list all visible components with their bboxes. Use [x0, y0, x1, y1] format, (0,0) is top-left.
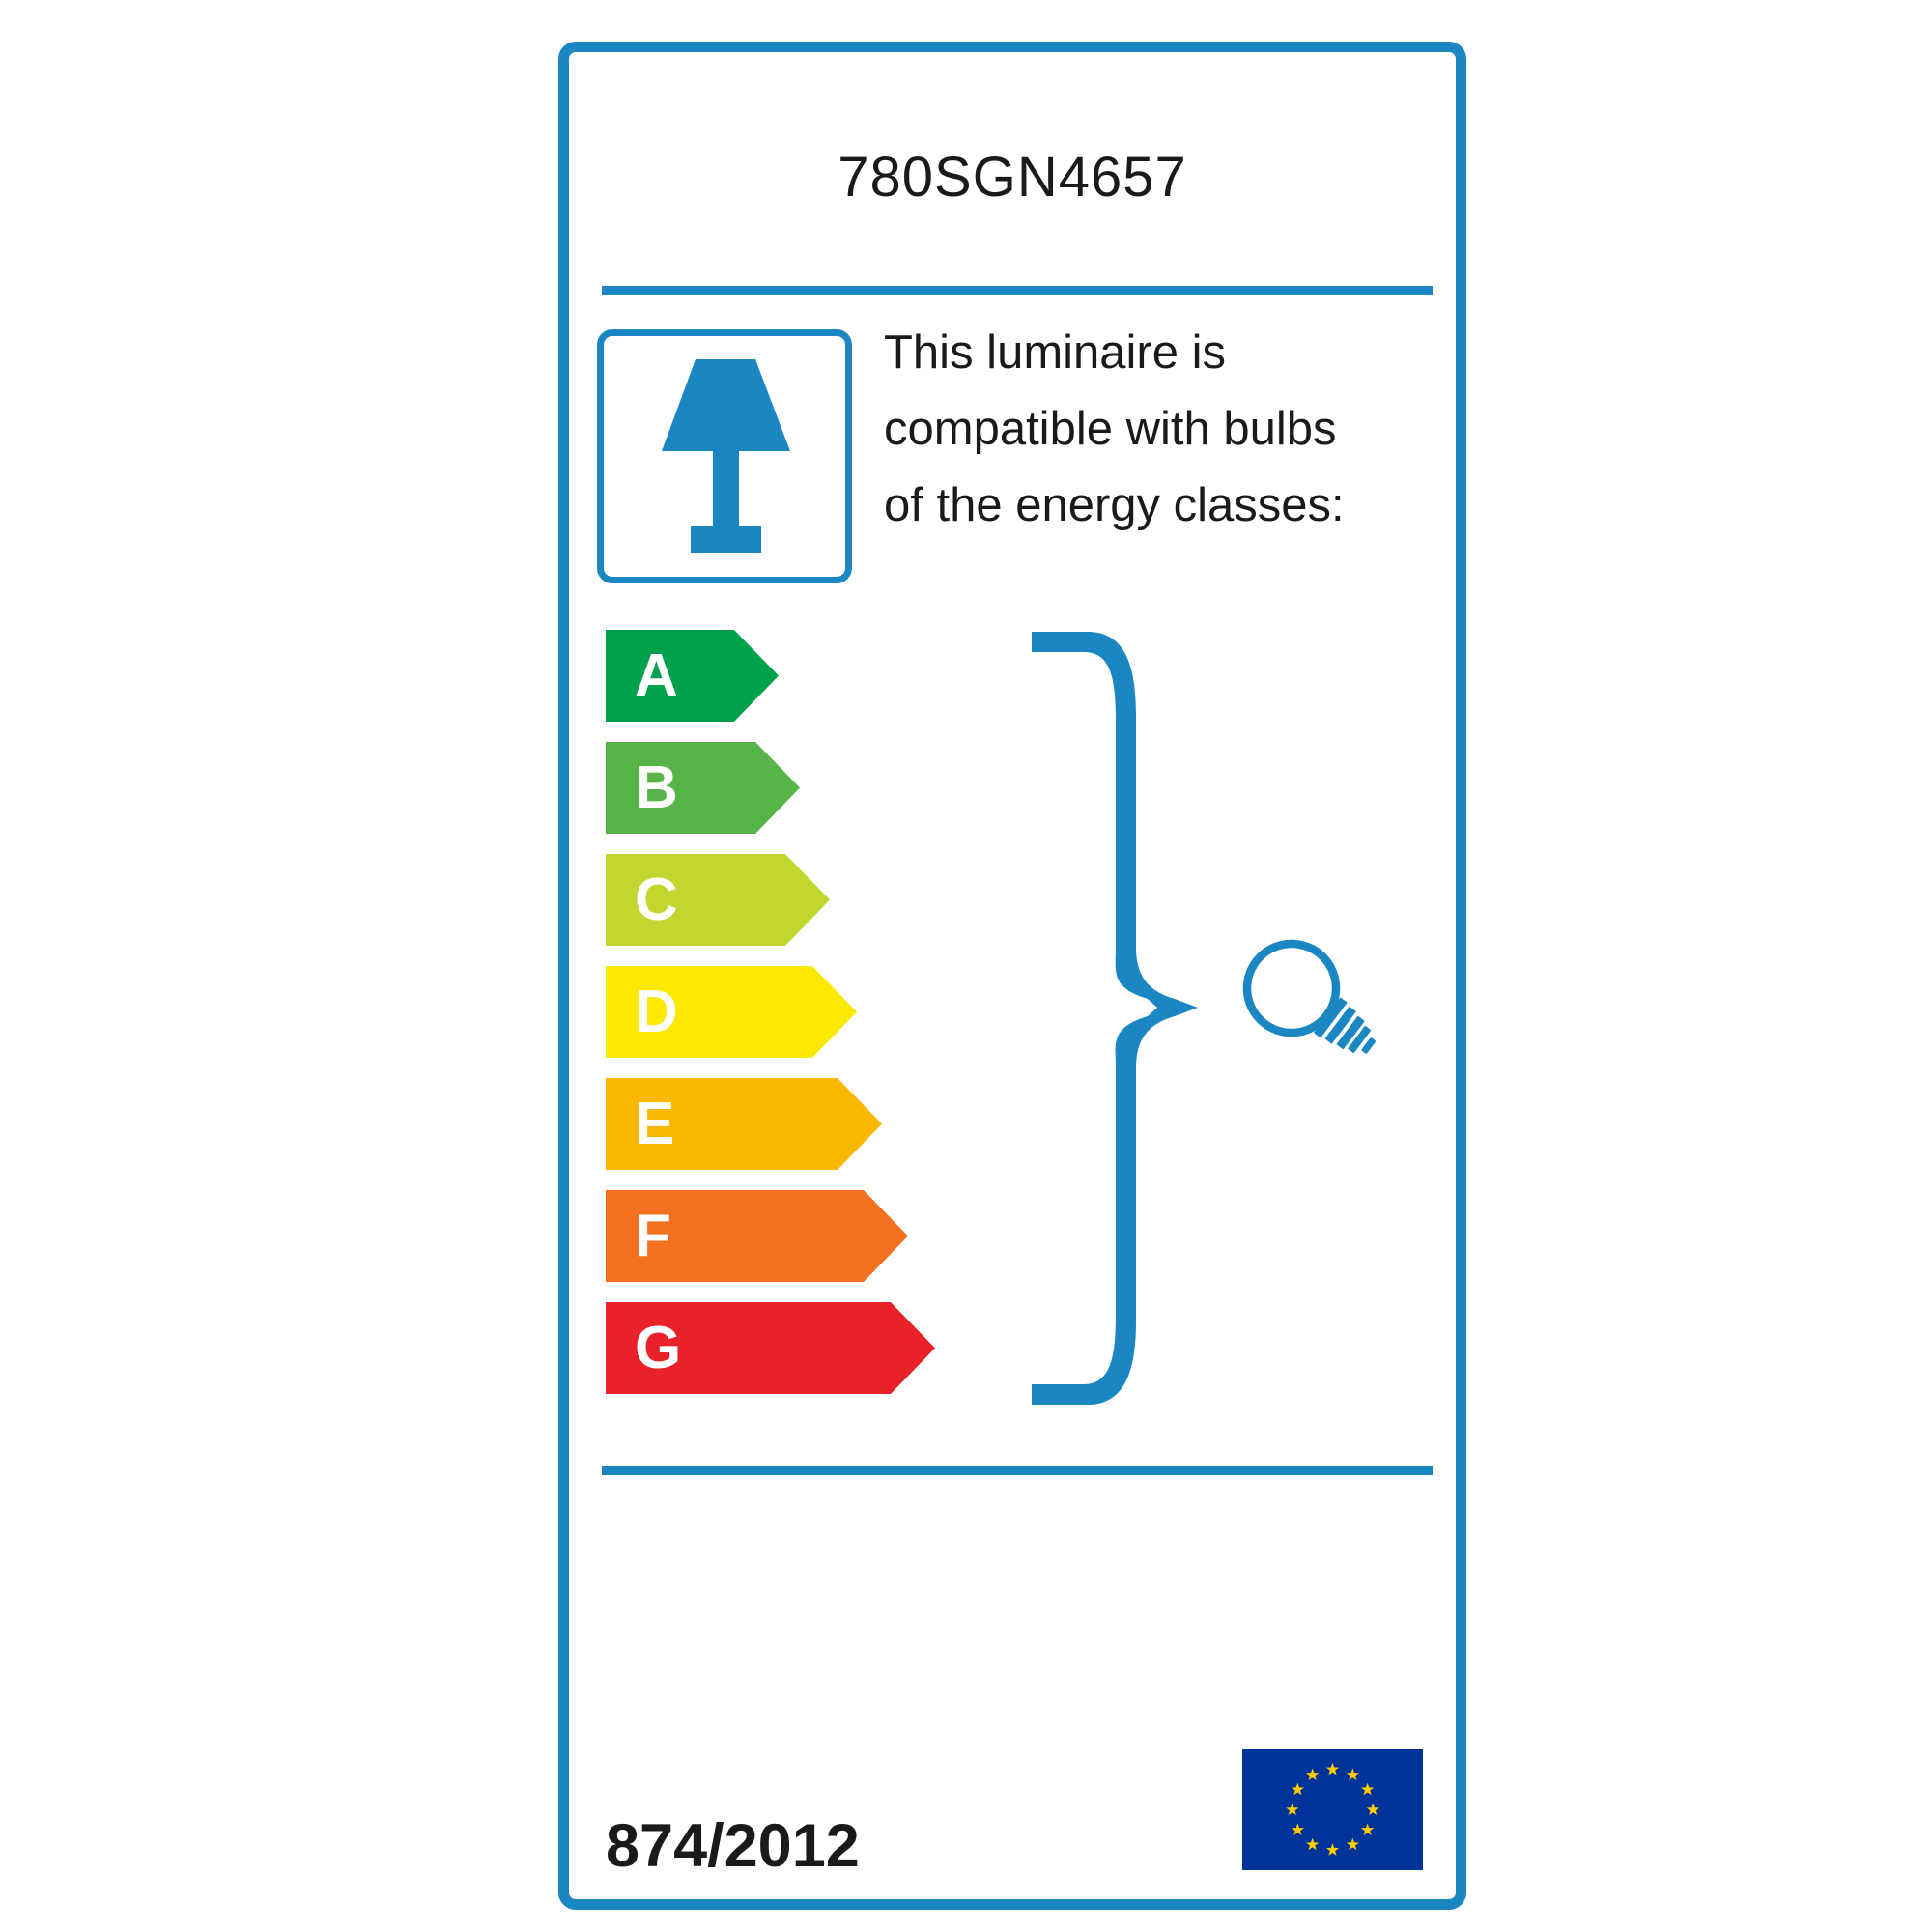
- light-bulb-icon: [1242, 939, 1376, 1054]
- energy-class-arrow-g: G: [606, 1302, 935, 1394]
- energy-class-letter: E: [635, 1091, 675, 1157]
- energy-label-frame: 780SGN4657 This luminaire is compatible …: [558, 42, 1466, 1910]
- compatibility-line-3: of the energy classes:: [884, 479, 1345, 531]
- energy-class-letter: A: [635, 642, 678, 709]
- energy-class-letter: D: [635, 979, 678, 1045]
- curly-brace-shape: [1032, 632, 1198, 1405]
- eu-flag-stars: [1286, 1762, 1379, 1856]
- table-lamp-icon: [662, 359, 790, 553]
- divider-top: [602, 286, 1433, 295]
- energy-class-arrow-a: A: [606, 630, 779, 722]
- curly-brace-icon: [1032, 632, 1198, 1405]
- energy-class-arrow-c: C: [606, 854, 830, 946]
- lamp-shade-shape: [662, 359, 790, 451]
- energy-class-letter: F: [635, 1203, 671, 1269]
- bulb-globe-outline: [1242, 939, 1341, 1037]
- bulb-screw-base: [1313, 997, 1376, 1054]
- energy-class-letter: C: [635, 867, 678, 933]
- energy-class-arrow-e: E: [606, 1078, 882, 1170]
- divider-bottom: [602, 1466, 1433, 1475]
- energy-class-arrow-b: B: [606, 742, 800, 834]
- luminaire-pictogram-box: [597, 329, 852, 583]
- compatibility-line-2: compatible with bulbs: [884, 403, 1337, 455]
- energy-class-letter: G: [635, 1315, 682, 1381]
- compatibility-line-1: This luminaire is: [884, 327, 1226, 379]
- lamp-base-shape: [691, 526, 761, 553]
- compatibility-text: This luminaire is compatible with bulbs …: [884, 315, 1463, 544]
- energy-class-arrow-d: D: [606, 966, 857, 1058]
- energy-class-arrow-f: F: [606, 1190, 908, 1282]
- energy-class-letter: B: [635, 754, 678, 821]
- regulation-number: 874/2012: [606, 1812, 860, 1880]
- lamp-stem-shape: [713, 451, 739, 526]
- eu-flag: [1242, 1749, 1423, 1870]
- model-number: 780SGN4657: [838, 146, 1187, 209]
